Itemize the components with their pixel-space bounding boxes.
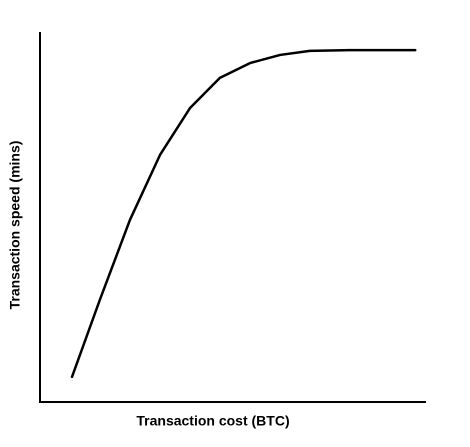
y-axis-label: Transaction speed (mins) [7,141,23,310]
x-axis-label: Transaction cost (BTC) [136,413,289,429]
line-series [70,48,417,379]
